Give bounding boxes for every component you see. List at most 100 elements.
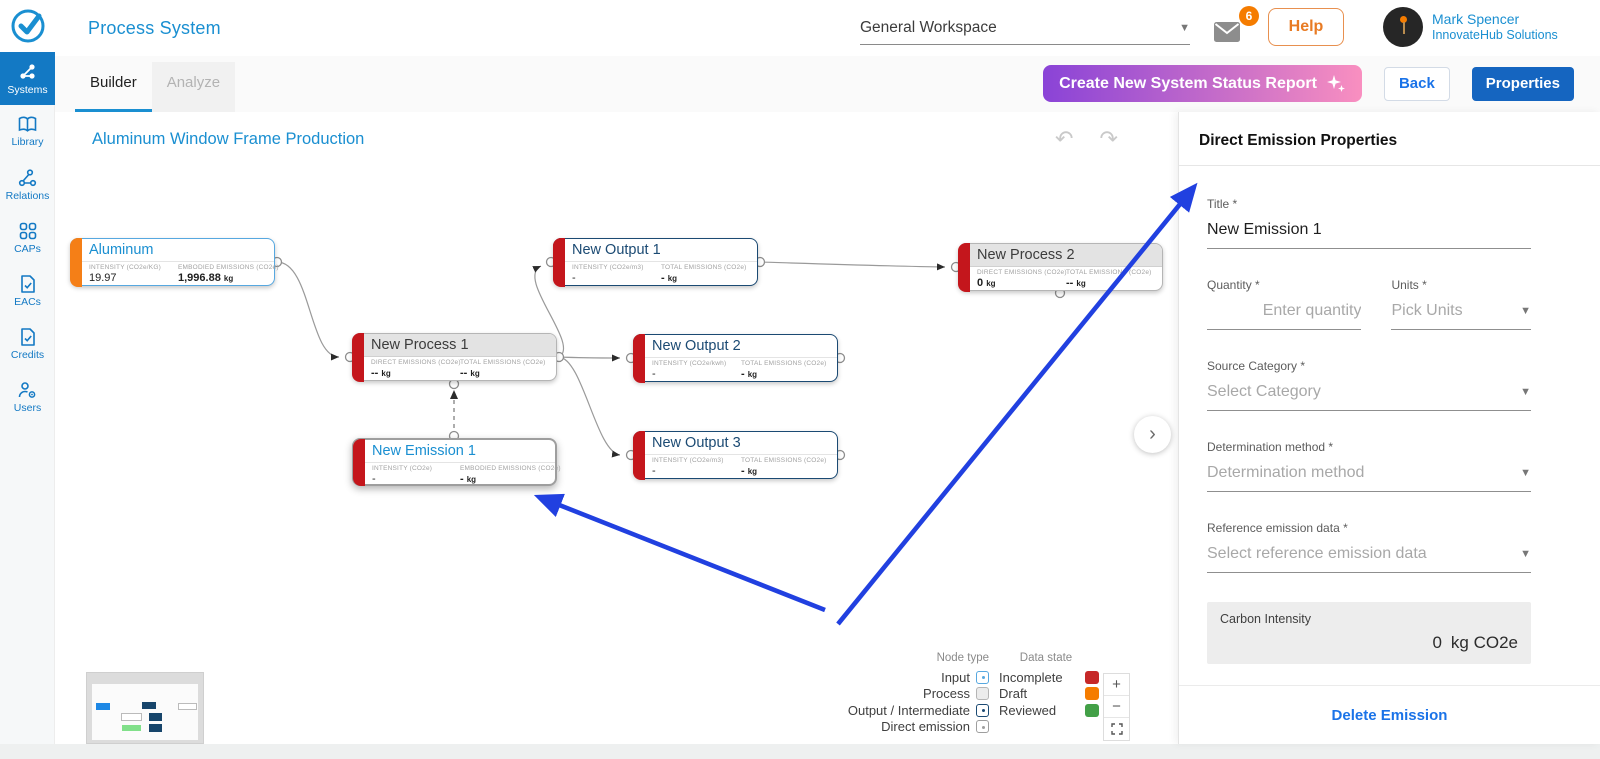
- messages-button[interactable]: 6: [1213, 6, 1259, 50]
- node-title: New Emission 1: [365, 440, 555, 463]
- book-icon: [18, 116, 37, 132]
- minimap[interactable]: [86, 672, 204, 744]
- node-title: Aluminum: [82, 239, 274, 262]
- undo-button[interactable]: ↶: [1055, 126, 1074, 151]
- tab-analyze[interactable]: Analyze: [151, 62, 236, 112]
- zoom-controls: + −: [1103, 673, 1130, 741]
- minimap-node: [121, 713, 142, 721]
- stat-label: INTENSITY (CO2e/m3): [572, 264, 644, 271]
- workspace-select[interactable]: General Workspace ▼: [860, 11, 1190, 45]
- node-state-bar: [957, 242, 970, 292]
- node-state-bar: [69, 237, 82, 287]
- sidebar-item-users[interactable]: Users: [0, 370, 55, 423]
- flow-canvas[interactable]: Aluminum Window Frame Production ↶ ↷: [55, 112, 1178, 744]
- node-new-output-1[interactable]: New Output 1 INTENSITY (CO2e/m3) - TOTAL…: [552, 237, 758, 287]
- sidebar-item-credits[interactable]: Credits: [0, 317, 55, 370]
- user-organization: InnovateHub Solutions: [1432, 28, 1558, 42]
- node-state-bar: [632, 430, 645, 480]
- fit-view-button[interactable]: [1104, 718, 1129, 740]
- stat-label: INTENSITY (CO2e/KG): [89, 264, 161, 271]
- quantity-input[interactable]: [1207, 301, 1362, 320]
- sidebar-item-label: EACs: [14, 295, 41, 308]
- node-aluminum[interactable]: Aluminum INTENSITY (CO2e/KG) 19.97 EMBOD…: [69, 237, 279, 287]
- sidebar-item-label: Credits: [10, 348, 45, 361]
- legend: Node type Data state Input Incomplete Pr…: [755, 652, 1099, 735]
- relations-icon: [18, 168, 37, 186]
- back-button[interactable]: Back: [1383, 66, 1450, 101]
- chevron-down-icon: ▼: [1520, 304, 1531, 317]
- legend-data-state-label: Reviewed: [999, 702, 1057, 718]
- zoom-out-button[interactable]: −: [1104, 696, 1129, 718]
- node-new-output-2[interactable]: New Output 2 INTENSITY (CO2e/kwh) - TOTA…: [632, 333, 838, 383]
- stat-label: EMBODIED EMISSIONS (CO2e): [178, 264, 279, 271]
- sidebar-item-caps[interactable]: CAPs: [0, 211, 55, 264]
- redo-button[interactable]: ↷: [1099, 126, 1118, 151]
- panel-collapse-button[interactable]: ›: [1134, 416, 1171, 453]
- stat-label: DIRECT EMISSIONS (CO2e): [371, 359, 461, 366]
- delete-emission-button[interactable]: Delete Emission: [1331, 706, 1448, 724]
- units-select[interactable]: Pick Units ▼: [1391, 301, 1531, 330]
- sparkles-icon: [1326, 74, 1345, 92]
- node-state-bar: [552, 237, 565, 287]
- avatar: [1383, 7, 1423, 47]
- legend-data-state-label: Incomplete: [999, 669, 1063, 685]
- node-new-process-2[interactable]: New Process 2 DIRECT EMISSIONS (CO2e) 0 …: [957, 242, 1163, 292]
- legend-node-type-label: Process: [923, 686, 970, 702]
- create-report-button[interactable]: Create New System Status Report: [1043, 65, 1362, 102]
- workspace-select-value: General Workspace: [860, 18, 997, 36]
- chevron-down-icon: ▼: [1520, 385, 1531, 398]
- node-new-process-1[interactable]: New Process 1 DIRECT EMISSIONS (CO2e) --…: [351, 332, 557, 382]
- source-category-label: Source Category *: [1207, 359, 1306, 373]
- fit-view-icon: [1110, 723, 1123, 735]
- sidebar-item-relations[interactable]: Relations: [0, 158, 55, 211]
- tab-builder[interactable]: Builder: [75, 62, 152, 112]
- page-title: Process System: [88, 17, 221, 38]
- sidebar-item-library[interactable]: Library: [0, 105, 55, 158]
- node-new-output-3[interactable]: New Output 3 INTENSITY (CO2e/m3) - TOTAL…: [632, 430, 838, 480]
- stat-label: TOTAL EMISSIONS (CO2e): [1066, 269, 1152, 276]
- stat-label: INTENSITY (CO2e): [372, 465, 433, 472]
- edges-layer: [271, 256, 1066, 461]
- minimap-node: [149, 724, 162, 732]
- units-field-label: Units *: [1391, 278, 1427, 292]
- title-input[interactable]: [1207, 220, 1531, 239]
- sidebar-item-label: Users: [13, 401, 42, 414]
- legend-reviewed-swatch: [1085, 703, 1099, 717]
- grid-icon: [19, 222, 36, 239]
- user-menu[interactable]: Mark Spencer InnovateHub Solutions: [1383, 7, 1558, 47]
- top-header: Process System General Workspace ▼ 6 Hel…: [55, 0, 1600, 56]
- stat-label: TOTAL EMISSIONS (CO2e): [741, 457, 827, 464]
- sidebar-item-systems[interactable]: Systems: [0, 52, 55, 105]
- credit-document-icon: [20, 327, 35, 346]
- help-button[interactable]: Help: [1268, 8, 1344, 46]
- node-state-bar: [352, 438, 365, 486]
- stat-label: TOTAL EMISSIONS (CO2e): [661, 264, 747, 271]
- check-logo-icon: [11, 9, 44, 43]
- minimap-node: [122, 725, 141, 731]
- node-state-bar: [632, 333, 645, 383]
- zoom-in-button[interactable]: +: [1104, 674, 1129, 696]
- sidebar-item-label: Systems: [7, 83, 48, 96]
- node-title: New Output 2: [645, 335, 837, 358]
- sidebar-item-eacs[interactable]: EACs: [0, 264, 55, 317]
- legend-draft-swatch: [1085, 687, 1099, 701]
- system-title: Aluminum Window Frame Production: [92, 130, 365, 148]
- source-category-select[interactable]: Select Category ▼: [1207, 382, 1531, 411]
- determination-method-label: Determination method *: [1207, 440, 1334, 454]
- node-title: New Process 1: [364, 334, 556, 357]
- node-new-emission-1[interactable]: New Emission 1 INTENSITY (CO2e) - EMBODI…: [352, 438, 561, 486]
- properties-button[interactable]: Properties: [1471, 66, 1574, 101]
- chevron-down-icon: ▼: [1520, 466, 1531, 479]
- legend-node-type-header: Node type: [936, 652, 989, 664]
- sidebar-item-label: Library: [11, 136, 44, 148]
- stat-label: DIRECT EMISSIONS (CO2e): [977, 269, 1067, 276]
- mail-icon: [1214, 22, 1240, 42]
- app-logo: [0, 0, 55, 52]
- determination-method-select[interactable]: Determination method ▼: [1207, 463, 1531, 492]
- reference-emission-data-label: Reference emission data *: [1207, 521, 1348, 535]
- minimap-node: [142, 702, 156, 709]
- minimap-node: [149, 713, 162, 721]
- certificate-icon: [20, 274, 35, 293]
- reference-emission-data-select[interactable]: Select reference emission data ▼: [1207, 544, 1531, 573]
- systems-icon: [19, 63, 35, 79]
